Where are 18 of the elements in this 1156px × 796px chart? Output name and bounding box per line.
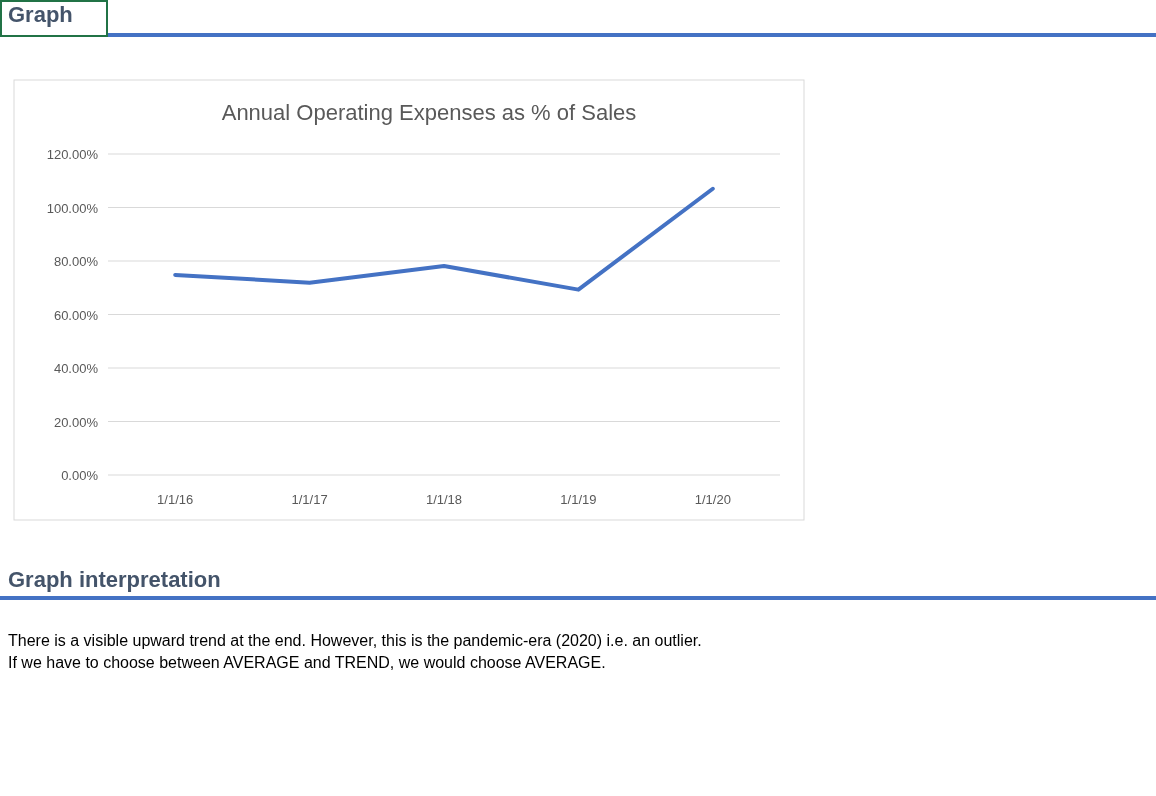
text: Graph interpretation bbox=[8, 567, 221, 592]
y-tick-label: 60.00% bbox=[53, 307, 99, 323]
x-tick-label: 1/1/17 bbox=[291, 492, 328, 507]
x-tick-label: 1/1/20 bbox=[694, 492, 731, 507]
x-tick-label: 1/1/18 bbox=[425, 492, 463, 507]
y-tick-label: 0.00% bbox=[61, 468, 99, 483]
y-tick-label: 40.00% bbox=[53, 361, 99, 376]
y-tick-label: 120.00% bbox=[46, 147, 99, 162]
line-series bbox=[173, 186, 715, 292]
y-tick-label: 80.00% bbox=[53, 254, 99, 269]
x-tick-label: 1/1/19 bbox=[560, 492, 597, 507]
text: If we have to choose between AVERAGE and TREND, we would choose AVERAGE. bbox=[8, 654, 606, 671]
y-tick-label: 100.00% bbox=[46, 200, 99, 216]
text: There is a visible upward trend at the end. However, this is the pandemic-era (2020) i.e. an outlier. bbox=[8, 632, 702, 649]
chart-title: Annual Operating Expenses as % of Sales bbox=[221, 100, 637, 125]
x-tick-label: 1/1/16 bbox=[157, 492, 194, 507]
text: Graph bbox=[8, 2, 73, 27]
y-tick-label: 20.00% bbox=[53, 414, 99, 430]
